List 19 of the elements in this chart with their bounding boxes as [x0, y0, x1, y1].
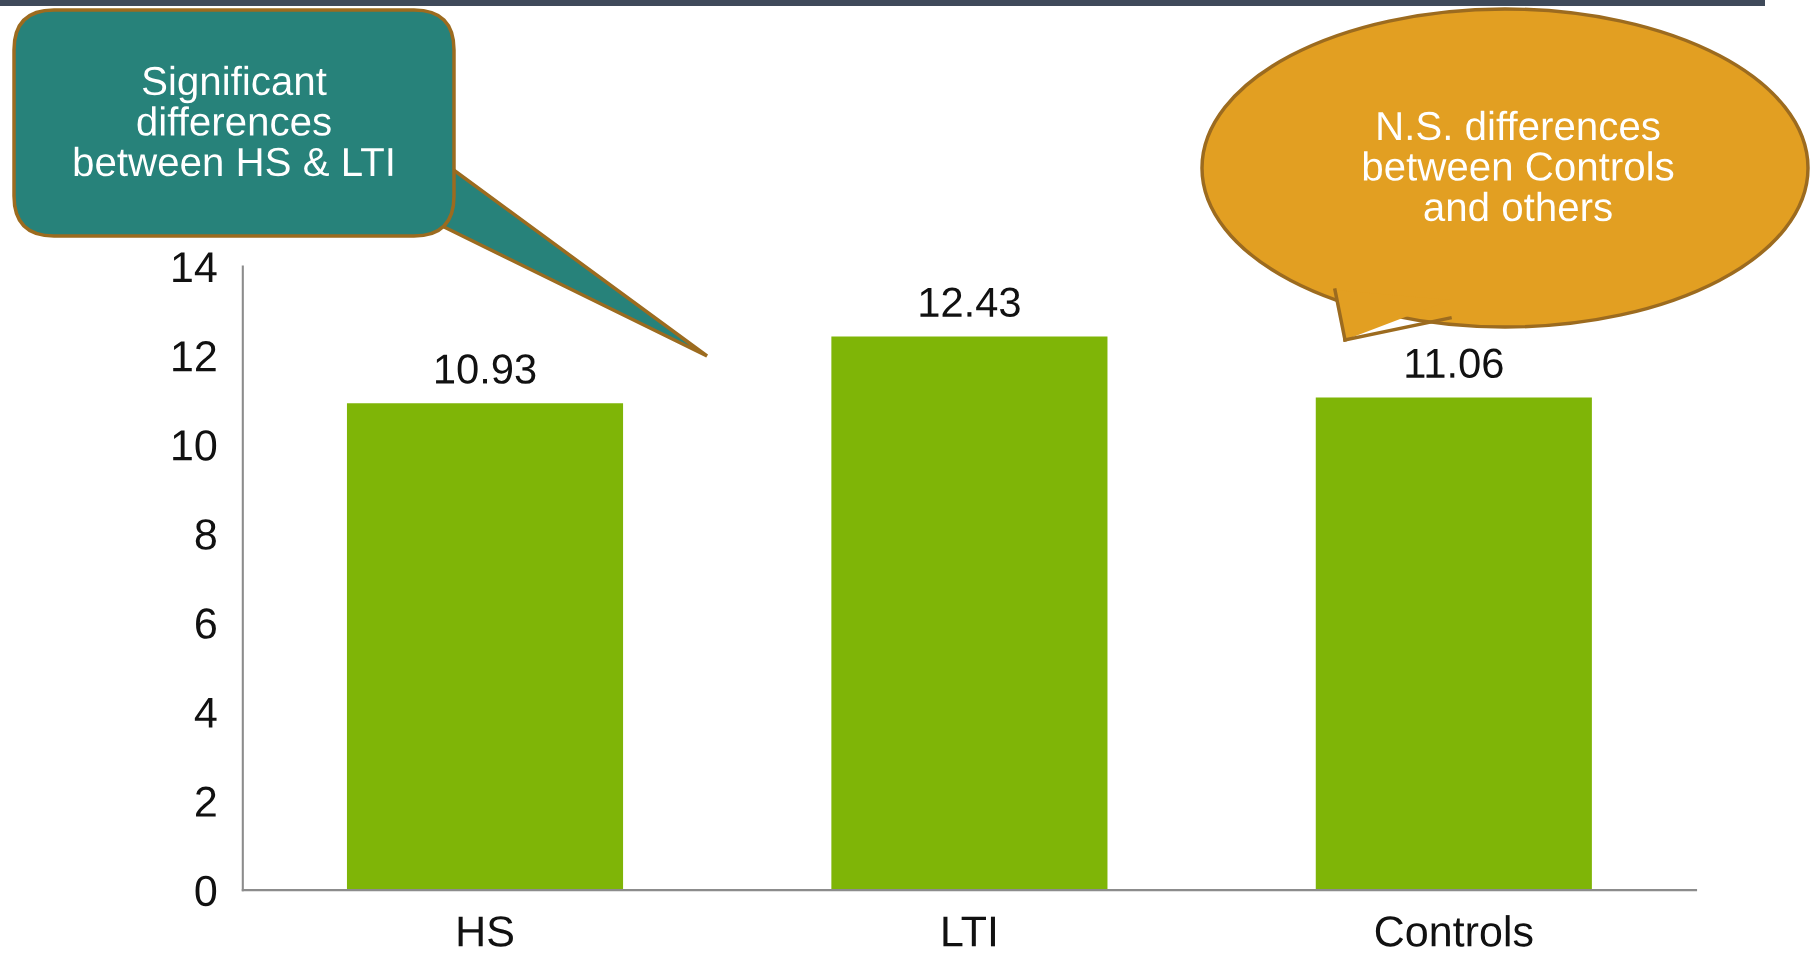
data-label: 10.93 — [436, 354, 536, 384]
y-tick-label: 14 — [173, 252, 217, 283]
y-tick-label: 0 — [195, 875, 217, 907]
y-tick-label: 12 — [173, 341, 216, 372]
y-tick-label: 10 — [173, 430, 217, 461]
bar — [346, 403, 624, 891]
y-tick-label: 6 — [196, 608, 216, 639]
y-tick-label: 2 — [196, 786, 216, 817]
y-tick-label: 4 — [194, 697, 217, 728]
bar — [831, 336, 1108, 891]
text: Significant differences between HS & LTI — [74, 65, 393, 177]
x-tick-label: Controls — [1375, 915, 1533, 947]
data-label: 11.06 — [1406, 348, 1503, 379]
data-label: 12.43 — [920, 287, 1020, 318]
x-tick-label: HS — [458, 916, 513, 947]
text: N.S. differences between Controls and others — [1363, 110, 1674, 222]
x-tick-label: LTI — [943, 916, 995, 947]
y-tick-label: 8 — [195, 519, 216, 550]
bar — [1315, 397, 1592, 891]
